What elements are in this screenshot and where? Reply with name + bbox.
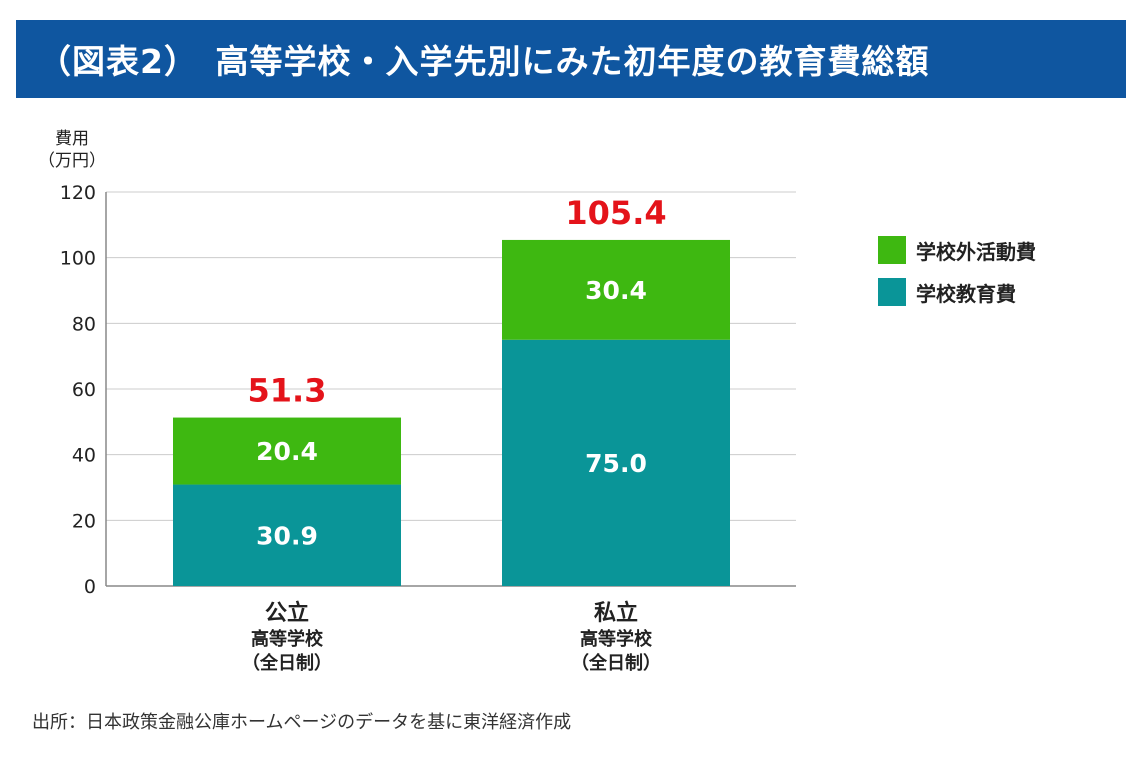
bar-outside-activities-1	[502, 239, 730, 340]
bar-value-label-outside-activities-1: 30.4	[585, 276, 647, 305]
legend-item-outside-activities: 学校外活動費	[878, 236, 1036, 264]
legend-item-school-education: 学校教育費	[878, 278, 1036, 306]
bar-total-label-0: 51.3	[248, 372, 327, 410]
legend-swatch-school-education	[878, 278, 906, 306]
legend-label-school-education: 学校教育費	[916, 281, 1016, 306]
y-axis-label-line1: 費用	[55, 129, 89, 149]
bar-outside-activities-0	[173, 417, 401, 485]
bar-total-label-1: 105.4	[565, 194, 666, 232]
y-axis-label-line2: （万円）	[38, 151, 106, 171]
x-category-private-sub1: 高等学校	[580, 629, 652, 650]
chart-title: （図表2） 高等学校・入学先別にみた初年度の教育費総額	[16, 20, 1126, 98]
bar-school-education-1	[502, 339, 730, 586]
bar-value-label-outside-activities-0: 20.4	[256, 437, 318, 466]
x-category-public-sub1: 高等学校	[251, 629, 323, 650]
y-tick-label-40: 40	[72, 445, 96, 467]
x-category-public-main: 公立	[264, 601, 309, 626]
chart-title-text: （図表2） 高等学校・入学先別にみた初年度の教育費総額	[38, 42, 930, 81]
legend-swatch-outside-activities	[878, 236, 906, 264]
y-axis-label: 費用 （万円）	[38, 128, 106, 172]
source-note: 出所：日本政策金融公庫ホームページのデータを基に東洋経済作成	[32, 712, 572, 733]
y-tick-label-60: 60	[72, 379, 96, 401]
y-tick-label-80: 80	[72, 313, 96, 335]
bar-value-label-school-education-0: 30.9	[256, 521, 318, 550]
x-category-private-sub2: （全日制）	[571, 653, 661, 674]
x-category-private-main: 私立	[593, 601, 638, 626]
y-tick-label-0: 0	[84, 576, 96, 598]
y-tick-label-100: 100	[60, 248, 96, 270]
legend: 学校外活動費 学校教育費	[878, 236, 1036, 320]
y-tick-label-20: 20	[72, 510, 96, 532]
x-category-public-sub2: （全日制）	[242, 653, 332, 674]
x-category-public: 公立 高等学校 （全日制）	[167, 600, 407, 676]
bar-value-label-school-education-1: 75.0	[585, 449, 647, 478]
bar-school-education-0	[173, 484, 401, 586]
legend-label-outside-activities: 学校外活動費	[916, 239, 1036, 264]
y-tick-label-120: 120	[60, 182, 96, 204]
x-category-private: 私立 高等学校 （全日制）	[496, 600, 736, 676]
